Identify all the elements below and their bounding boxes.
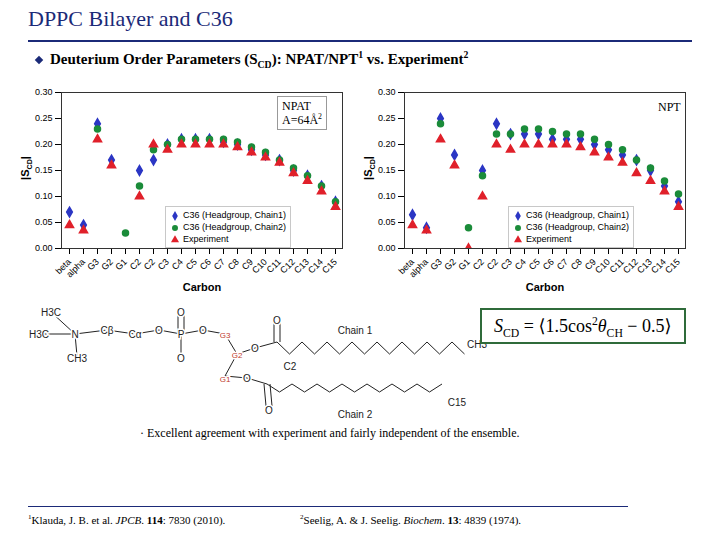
svg-text:Carbon: Carbon <box>526 281 565 293</box>
svg-text:C2: C2 <box>128 257 143 272</box>
svg-text:0.20: 0.20 <box>378 139 396 149</box>
html-text:C36 (Headgroup, Chain2): C36 (Headgroup, Chain2) <box>526 222 630 232</box>
svg-text:alpha: alpha <box>64 257 87 280</box>
svg-text:C4: C4 <box>513 257 528 272</box>
svg-text:C13: C13 <box>292 256 311 276</box>
svg-text:C13: C13 <box>635 256 654 276</box>
svg-text:C15: C15 <box>663 257 682 276</box>
html-text:DPPC Bilayer and C36: DPPC Bilayer and C36 <box>28 6 233 31</box>
html-text:CD: CD <box>369 159 378 170</box>
svg-text:C9: C9 <box>239 256 255 272</box>
svg-text:0.10: 0.10 <box>35 191 53 201</box>
html-text:SCD= ⟨1.5cos2θCH− 0.5⟩: SCD= ⟨1.5cos2θCH− 0.5⟩ <box>494 315 672 340</box>
svg-text:0.00: 0.00 <box>378 243 396 253</box>
html-text:2Seelig, A. & J. Seelig. Bioch: 2Seelig, A. & J. Seelig. Biochem. 13: 48… <box>300 513 522 526</box>
svg-text:0.25: 0.25 <box>378 113 396 123</box>
html-text:|S: |S <box>19 169 31 180</box>
svg-text:N: N <box>71 329 78 340</box>
svg-text:G3: G3 <box>85 257 101 273</box>
svg-text:C2: C2 <box>471 257 486 272</box>
svg-text:C12: C12 <box>621 256 640 276</box>
svg-text:O: O <box>251 343 259 354</box>
html-text:C36 (Headgroup, Chain2): C36 (Headgroup, Chain2) <box>183 222 287 232</box>
svg-text:alpha: alpha <box>407 257 430 280</box>
svg-text:C2: C2 <box>284 361 297 372</box>
html-text:Deuterium Order Parameters (SC: Deuterium Order Parameters (SCD): NPAT/N… <box>50 49 469 70</box>
svg-text:G3: G3 <box>428 257 444 273</box>
svg-text:C8: C8 <box>226 257 241 272</box>
svg-text:O: O <box>273 315 281 326</box>
svg-text:Carbon: Carbon <box>183 281 222 293</box>
svg-text:C11: C11 <box>607 256 626 275</box>
svg-text:C8: C8 <box>569 257 584 272</box>
html-text:NPT: NPT <box>658 100 681 114</box>
svg-text:G2: G2 <box>442 257 458 273</box>
svg-text:Cβ: Cβ <box>101 325 114 336</box>
svg-text:C4: C4 <box>170 257 185 272</box>
svg-text:0.25: 0.25 <box>35 113 53 123</box>
svg-text:G2: G2 <box>232 351 243 360</box>
html-text:Experiment: Experiment <box>183 234 229 244</box>
html-text:C36 (Headgroup, Chain1): C36 (Headgroup, Chain1) <box>526 210 630 220</box>
svg-text:H3C: H3C <box>41 307 61 318</box>
svg-text:C14: C14 <box>306 256 325 276</box>
svg-text:C3: C3 <box>156 257 171 272</box>
svg-text:C7: C7 <box>555 257 570 272</box>
svg-text:O: O <box>199 325 207 336</box>
html-text:NPAT: NPAT <box>282 99 311 113</box>
svg-text:O: O <box>265 405 273 416</box>
svg-text:CH3: CH3 <box>67 353 87 364</box>
svg-text:0.10: 0.10 <box>378 191 396 201</box>
html-text:Experiment: Experiment <box>526 234 572 244</box>
svg-text:C10: C10 <box>250 256 269 276</box>
svg-text:0.05: 0.05 <box>378 217 396 227</box>
svg-text:O: O <box>177 353 185 364</box>
svg-text:0.30: 0.30 <box>35 87 53 97</box>
html-text:|S: |S <box>362 169 374 180</box>
svg-text:C7: C7 <box>212 257 227 272</box>
svg-text:beta: beta <box>396 256 416 277</box>
svg-text:C3: C3 <box>499 257 514 272</box>
html-text:CD: CD <box>26 159 35 170</box>
svg-text:C9: C9 <box>582 256 598 272</box>
svg-text:C14: C14 <box>649 256 668 276</box>
svg-text:P: P <box>178 329 185 340</box>
svg-text:C6: C6 <box>541 257 556 272</box>
svg-text:Chain 1: Chain 1 <box>338 325 373 336</box>
svg-text:C5: C5 <box>527 257 542 272</box>
svg-text:CH3: CH3 <box>467 339 487 350</box>
svg-text:C15: C15 <box>448 397 467 408</box>
svg-text:beta: beta <box>53 256 73 277</box>
svg-text:C2: C2 <box>485 257 500 272</box>
svg-text:C12: C12 <box>278 256 297 276</box>
svg-text:O: O <box>177 307 185 318</box>
svg-text:0.15: 0.15 <box>35 165 53 175</box>
svg-text:G2: G2 <box>99 257 115 273</box>
html-text:1Klauda, J. B. et al. JPCB. 11: 1Klauda, J. B. et al. JPCB. 114: 7830 (2… <box>28 513 226 526</box>
svg-text:C15: C15 <box>320 257 339 276</box>
svg-text:0.00: 0.00 <box>35 243 53 253</box>
svg-text:C2: C2 <box>142 257 157 272</box>
svg-text:0.05: 0.05 <box>35 217 53 227</box>
html-text:C36 (Headgroup, Chain1): C36 (Headgroup, Chain1) <box>183 210 287 220</box>
svg-text:O: O <box>243 373 251 384</box>
svg-text:Cα: Cα <box>128 329 141 340</box>
svg-text:O: O <box>155 325 163 336</box>
svg-text:0.15: 0.15 <box>378 165 396 175</box>
svg-text:H3C: H3C <box>29 329 49 340</box>
html-text:· Excellent agreement with exp: · Excellent agreement with experiment an… <box>140 426 520 440</box>
svg-text:0.30: 0.30 <box>378 87 396 97</box>
svg-text:G1: G1 <box>113 257 129 273</box>
svg-text:C5: C5 <box>184 257 199 272</box>
svg-text:Chain 2: Chain 2 <box>338 409 373 420</box>
svg-text:G1: G1 <box>220 375 231 384</box>
html-text:A=64Å2: A=64Å2 <box>282 112 322 127</box>
svg-text:C10: C10 <box>593 256 612 276</box>
svg-text:G1: G1 <box>456 257 472 273</box>
svg-text:0.20: 0.20 <box>35 139 53 149</box>
svg-text:C6: C6 <box>198 257 213 272</box>
svg-text:C11: C11 <box>264 256 283 275</box>
svg-text:G3: G3 <box>220 331 231 340</box>
